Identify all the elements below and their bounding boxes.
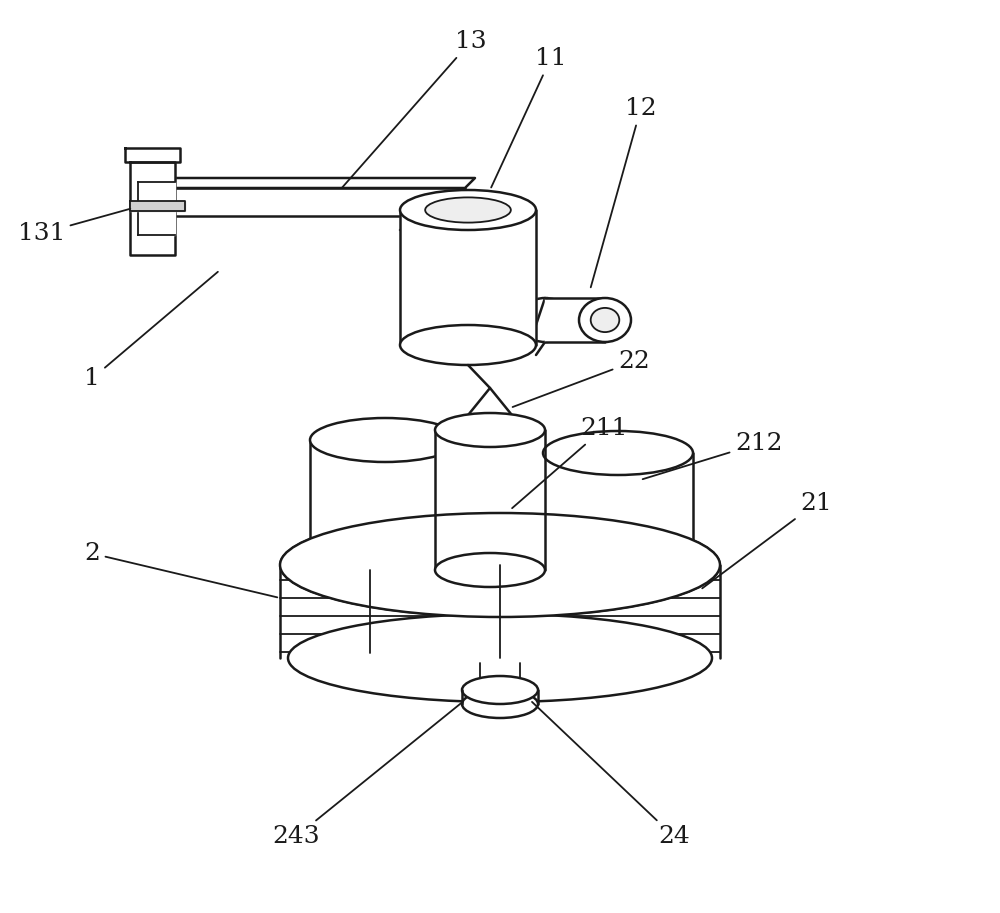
Ellipse shape	[462, 676, 538, 704]
Text: 1: 1	[84, 272, 218, 390]
Ellipse shape	[543, 431, 693, 475]
Ellipse shape	[280, 513, 720, 617]
Text: 212: 212	[643, 432, 782, 479]
Polygon shape	[400, 210, 536, 345]
Text: 131: 131	[18, 209, 130, 245]
Text: 243: 243	[272, 702, 463, 848]
Polygon shape	[435, 430, 545, 570]
Ellipse shape	[400, 190, 536, 230]
Polygon shape	[157, 188, 465, 216]
Ellipse shape	[284, 554, 716, 650]
Polygon shape	[460, 425, 520, 455]
Text: 22: 22	[513, 350, 650, 407]
Ellipse shape	[591, 308, 619, 332]
Ellipse shape	[310, 418, 460, 462]
Polygon shape	[138, 182, 175, 235]
Ellipse shape	[543, 556, 693, 600]
Ellipse shape	[435, 413, 545, 447]
Ellipse shape	[282, 533, 718, 634]
Polygon shape	[543, 453, 693, 578]
Polygon shape	[460, 388, 520, 425]
Text: 21: 21	[702, 492, 832, 588]
Ellipse shape	[286, 575, 714, 666]
Polygon shape	[130, 201, 185, 211]
Polygon shape	[280, 565, 720, 658]
Polygon shape	[125, 148, 180, 162]
Ellipse shape	[519, 298, 571, 342]
Ellipse shape	[400, 325, 536, 365]
Ellipse shape	[579, 298, 631, 342]
Text: 12: 12	[591, 97, 657, 288]
Polygon shape	[130, 162, 175, 255]
Ellipse shape	[462, 690, 538, 718]
Polygon shape	[545, 298, 605, 342]
Ellipse shape	[288, 595, 712, 684]
Text: 24: 24	[532, 702, 690, 848]
Polygon shape	[157, 178, 475, 188]
Ellipse shape	[288, 614, 712, 702]
Text: 2: 2	[84, 542, 277, 597]
Ellipse shape	[280, 513, 720, 617]
Ellipse shape	[435, 553, 545, 587]
Ellipse shape	[425, 197, 511, 223]
Text: 11: 11	[491, 47, 566, 187]
Ellipse shape	[310, 548, 460, 592]
Text: 13: 13	[342, 30, 487, 188]
Text: 211: 211	[512, 417, 627, 509]
Polygon shape	[310, 440, 460, 570]
